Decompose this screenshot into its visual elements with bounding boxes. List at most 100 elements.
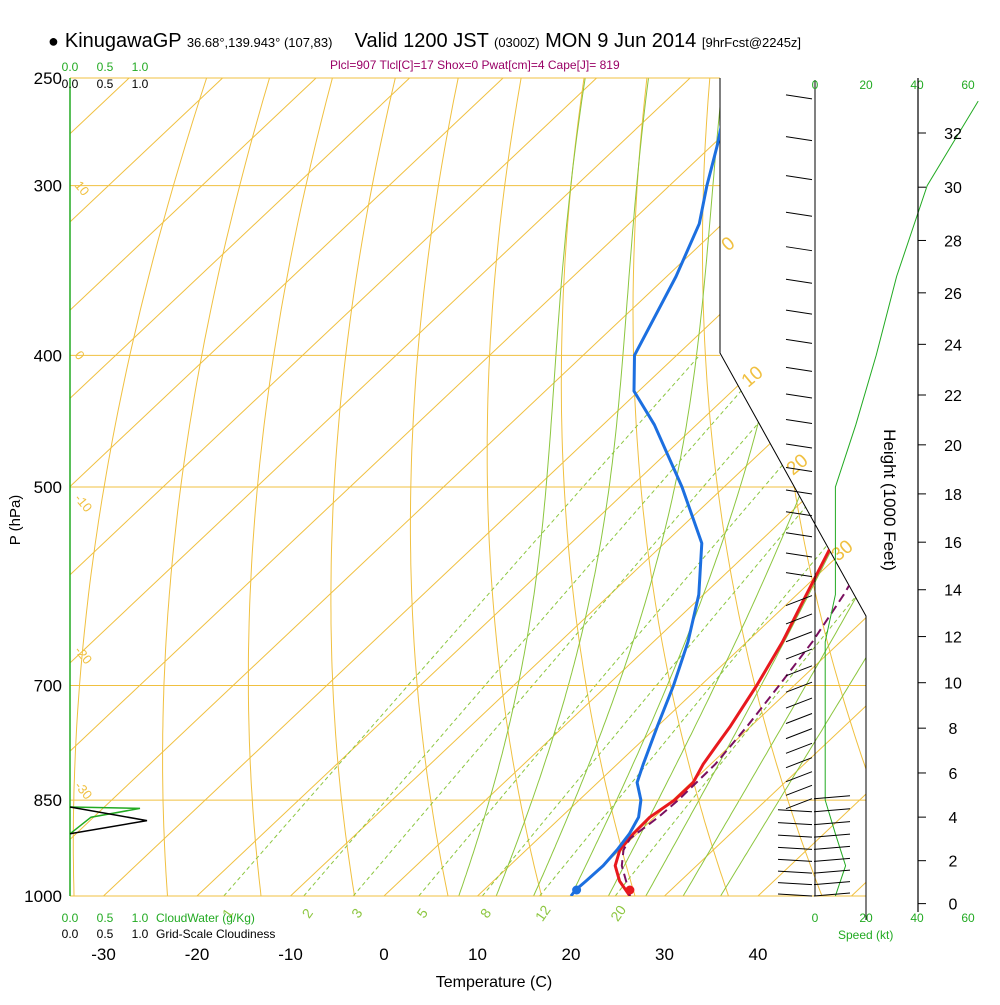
forecast-info: [9hrFcst@2245z] (702, 35, 801, 50)
mixing-ratio-label: 2 (299, 905, 317, 921)
surface-temperature-marker (625, 886, 634, 895)
wind-barb (786, 649, 812, 659)
valid-time: Valid 1200 JST (355, 30, 489, 52)
temperature-tick-label: 40 (749, 945, 768, 964)
wind-barb (786, 339, 812, 343)
height-axis-title: Height (1000 Feet) (880, 429, 899, 571)
mixing-ratio-line (224, 355, 700, 896)
wind-barb-low (814, 858, 850, 861)
height-tick-label: 2 (949, 854, 958, 871)
wind-barb-low (814, 870, 850, 873)
wind-barb (786, 614, 812, 624)
mixing-ratio-label: 12 (532, 902, 554, 924)
mixing-ratio-label: 5 (413, 905, 431, 921)
cloudiness-bottom-tick: 1.0 (132, 927, 149, 941)
cloudiness-bottom-tick: 0.0 (62, 927, 79, 941)
station-dot-icon: ● (48, 31, 59, 51)
temperature-tick-label: 30 (655, 945, 674, 964)
mixing-ratio-label: 3 (348, 905, 366, 921)
isotherm-label: 0 (718, 233, 740, 256)
wind-barb (786, 698, 812, 708)
speed-bottom-tick: 20 (859, 911, 873, 925)
surface-dewpoint-marker (572, 886, 581, 895)
wind-barb (786, 394, 812, 398)
isotherm-label: 10 (738, 362, 768, 392)
wind-barb (786, 729, 812, 739)
dry-adiabat-label: -30 (72, 778, 96, 802)
speed-axis-label: Speed (kt) (838, 928, 893, 942)
cloudiness-top-tick: 0.5 (97, 77, 114, 91)
pressure-tick-label: 850 (34, 791, 62, 810)
wind-barb (786, 533, 812, 537)
mixing-ratio-label: 20 (607, 902, 629, 924)
height-tick-label: 26 (944, 286, 962, 303)
wind-barb-low (814, 809, 850, 812)
speed-top-tick: 60 (961, 78, 975, 92)
temperature-tick-label: -10 (278, 945, 303, 964)
y-axis-title: P (hPa) (7, 495, 24, 546)
cloudiness-top-tick: 1.0 (132, 77, 149, 91)
dry-adiabat-label: 10 (72, 178, 93, 199)
wind-barb-low (814, 846, 850, 849)
pressure-tick-label: 500 (34, 478, 62, 497)
wind-barb (786, 367, 812, 371)
cloudiness-top-tick: 0.0 (62, 77, 79, 91)
cloud-panel (70, 807, 147, 834)
height-tick-label: 18 (944, 487, 962, 504)
pressure-tick-label: 300 (34, 177, 62, 196)
wind-barb (786, 279, 812, 283)
speed-top-tick: 40 (910, 78, 924, 92)
chart-title: ● KinugawaGP 36.68°,139.943° (107,83) Val… (48, 30, 801, 53)
pressure-tick-label: 1000 (24, 887, 62, 906)
cloudwater-top-tick: 0.5 (97, 60, 114, 74)
mixing-ratio-line (304, 355, 772, 896)
wind-barb (786, 444, 812, 448)
cloudiness-axis-label: Grid-Scale Cloudiness (156, 927, 275, 941)
cloudiness-profile (70, 807, 147, 834)
speed-bottom-tick: 60 (961, 911, 975, 925)
wind-barb (778, 883, 812, 885)
temperature-tick-label: 20 (562, 945, 581, 964)
mixing-ratio-label: 8 (477, 905, 495, 921)
station-name: KinugawaGP (65, 30, 181, 52)
pressure-tick-label: 700 (34, 677, 62, 696)
speed-top-tick: 20 (859, 78, 873, 92)
dry-adiabat-label: -10 (72, 491, 96, 515)
zulu-time: (0300Z) (494, 35, 540, 50)
height-tick-label: 6 (949, 766, 958, 783)
height-tick-label: 0 (949, 897, 958, 914)
wind-barb (786, 247, 812, 251)
wind-barb (786, 682, 812, 692)
station-location: 36.68°,139.943° (107,83) (187, 35, 333, 50)
wind-barb (786, 553, 812, 557)
wind-barb-low (814, 882, 850, 885)
wind-barb-low (814, 834, 850, 837)
speed-top-tick: 0 (812, 78, 819, 92)
mixing-ratio-line (353, 355, 817, 896)
wind-barb (786, 176, 812, 180)
wind-barb (786, 95, 812, 99)
dry-adiabat-line (961, 78, 1000, 896)
wind-barb (786, 137, 812, 141)
height-tick-label: 22 (944, 388, 962, 405)
isotherm-label: 20 (783, 450, 813, 480)
height-tick-label: 30 (944, 180, 962, 197)
height-tick-label: 28 (944, 233, 962, 250)
mixing-ratio-line (615, 355, 1000, 896)
wind-barb (786, 310, 812, 314)
parcel-parameters: Plcl=907 Tlcl[C]=17 Shox=0 Pwat[cm]=4 Ca… (330, 58, 620, 72)
cloudwater-bottom-tick: 0.5 (97, 911, 114, 925)
wind-barb (786, 573, 812, 577)
cloudwater-top-tick: 0.0 (62, 60, 79, 74)
wind-barb (786, 714, 812, 724)
cloudwater-axis-label: CloudWater (g/Kg) (156, 911, 255, 925)
pressure-tick-label: 400 (34, 346, 62, 365)
wind-barb (778, 847, 812, 849)
height-tick-label: 16 (944, 535, 962, 552)
height-tick-label: 4 (949, 810, 958, 827)
wind-barb (778, 810, 812, 812)
height-tick-label: 14 (944, 583, 962, 600)
